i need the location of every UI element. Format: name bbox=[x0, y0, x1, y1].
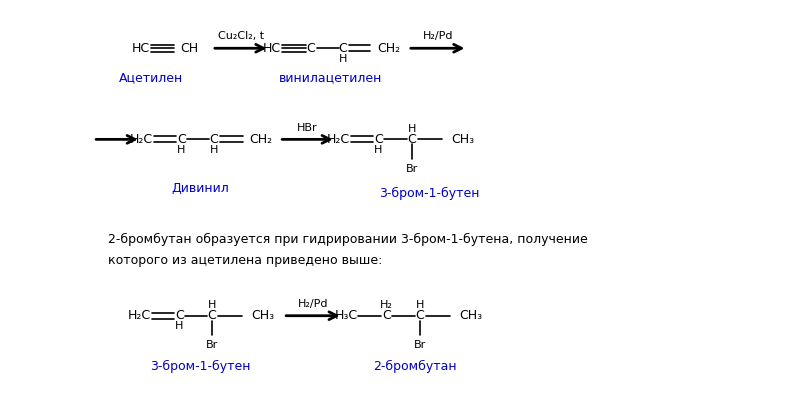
Text: H₂: H₂ bbox=[380, 300, 393, 310]
Text: которого из ацетилена приведено выше:: которого из ацетилена приведено выше: bbox=[108, 254, 383, 267]
Text: HBr: HBr bbox=[297, 122, 318, 133]
Text: Br: Br bbox=[206, 340, 218, 350]
Text: CH₃: CH₃ bbox=[251, 309, 275, 322]
Text: винилацетилен: винилацетилен bbox=[279, 71, 382, 84]
Text: Br: Br bbox=[413, 340, 426, 350]
Text: C: C bbox=[415, 309, 424, 322]
Text: C: C bbox=[210, 133, 218, 146]
Text: H: H bbox=[416, 300, 424, 310]
Text: H₂C: H₂C bbox=[127, 309, 151, 322]
Text: C: C bbox=[408, 133, 416, 146]
Text: H₂/Pd: H₂/Pd bbox=[297, 299, 328, 309]
Text: 3-бром-1-бутен: 3-бром-1-бутен bbox=[380, 187, 480, 200]
Text: C: C bbox=[175, 309, 184, 322]
Text: CH₃: CH₃ bbox=[451, 133, 475, 146]
Text: C: C bbox=[306, 42, 315, 55]
Text: C: C bbox=[177, 133, 185, 146]
Text: H₂C: H₂C bbox=[326, 133, 350, 146]
Text: Дивинил: Дивинил bbox=[171, 182, 229, 195]
Text: H: H bbox=[177, 145, 185, 155]
Text: 2-бромбутан: 2-бромбутан bbox=[373, 360, 457, 373]
Text: Cu₂Cl₂, t: Cu₂Cl₂, t bbox=[218, 32, 264, 42]
Text: H: H bbox=[208, 300, 216, 310]
Text: 3-бром-1-бутен: 3-бром-1-бутен bbox=[150, 360, 251, 373]
Text: 2-бромбутан образуется при гидрировании 3-бром-1-бутена, получение: 2-бромбутан образуется при гидрировании … bbox=[108, 233, 588, 246]
Text: H₂C: H₂C bbox=[130, 133, 152, 146]
Text: C: C bbox=[339, 42, 347, 55]
Text: CH₂: CH₂ bbox=[250, 133, 272, 146]
Text: C: C bbox=[374, 133, 383, 146]
Text: HC: HC bbox=[131, 42, 150, 55]
Text: H₃C: H₃C bbox=[334, 309, 358, 322]
Text: C: C bbox=[208, 309, 216, 322]
Text: C: C bbox=[382, 309, 391, 322]
Text: H: H bbox=[339, 54, 347, 64]
Text: CH₃: CH₃ bbox=[459, 309, 483, 322]
Text: CH₂: CH₂ bbox=[377, 42, 401, 55]
Text: H₂/Pd: H₂/Pd bbox=[422, 32, 453, 42]
Text: H: H bbox=[374, 145, 382, 155]
Text: H: H bbox=[210, 145, 218, 155]
Text: CH: CH bbox=[181, 42, 198, 55]
Text: H: H bbox=[408, 124, 416, 134]
Text: H: H bbox=[175, 321, 184, 332]
Text: HC: HC bbox=[263, 42, 281, 55]
Text: Ацетилен: Ацетилен bbox=[118, 71, 183, 84]
Text: Br: Br bbox=[405, 164, 418, 174]
